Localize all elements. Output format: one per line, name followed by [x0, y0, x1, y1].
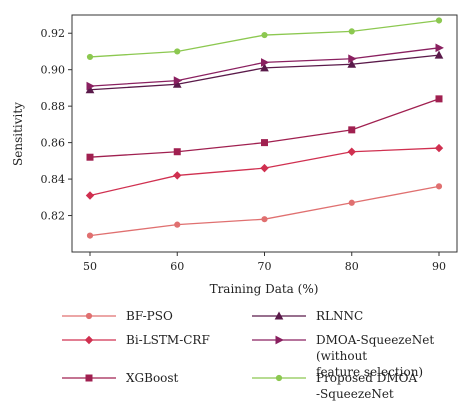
x-tick-label: 70 [258, 260, 272, 273]
legend-label: XGBoost [126, 371, 179, 385]
data-point [434, 50, 444, 59]
x-axis: 50 60 70 80 90 [83, 252, 446, 273]
legend-label: BF-PSO [126, 309, 173, 323]
series-layer [85, 17, 444, 239]
y-tick-label: 0.90 [41, 64, 66, 77]
data-point [86, 81, 95, 91]
x-tick-label: 80 [345, 260, 359, 273]
data-point [435, 43, 444, 53]
legend-label: Bi-LSTM-CRF [126, 333, 210, 347]
data-point [173, 148, 181, 156]
data-point [435, 95, 443, 103]
data-point [435, 183, 443, 190]
legend-item: BF-PSO [60, 308, 173, 324]
legend-swatch [252, 311, 306, 320]
data-point [347, 59, 357, 68]
data-point [86, 53, 94, 61]
y-tick-label: 0.82 [41, 210, 66, 223]
x-tick-label: 60 [170, 260, 184, 273]
data-point [86, 232, 94, 239]
data-point [434, 143, 444, 153]
data-point [261, 31, 268, 39]
legend-swatch [252, 335, 306, 345]
x-tick-label: 90 [432, 260, 446, 273]
legend-label: Proposed DMOA -SqueezeNet [316, 371, 418, 401]
y-axis: 0.82 0.84 0.86 0.88 0.90 0.92 [41, 27, 72, 223]
data-point [348, 126, 356, 134]
line-chart: 0.82 0.84 0.86 0.88 0.90 0.92 50 60 70 80 90 Trai… [11, 14, 458, 296]
data-point [85, 191, 95, 200]
legend-marker [275, 335, 284, 345]
legend-swatch [62, 335, 116, 345]
legend-marker [274, 311, 284, 320]
data-point [348, 199, 355, 206]
y-tick-label: 0.92 [41, 27, 66, 40]
data-point [173, 171, 182, 180]
legend-swatch [252, 374, 306, 382]
legend-marker [85, 312, 93, 320]
legend-marker [84, 335, 94, 345]
data-point [435, 17, 443, 24]
legend: BF-PSO Bi-LSTM-CRF XGBoost RLNNC DMOA-Squeez… [60, 300, 470, 415]
series-line [89, 98, 440, 158]
legend-marker [275, 374, 283, 382]
data-point [260, 163, 269, 173]
data-point [261, 216, 268, 223]
data-point [86, 153, 94, 161]
legend-item: Proposed DMOA -SqueezeNet [250, 370, 417, 402]
data-point [348, 54, 357, 64]
legend-item: RLNNC [250, 308, 363, 324]
legend-item: Bi-LSTM-CRF [60, 332, 210, 348]
y-tick-label: 0.88 [41, 100, 66, 113]
legend-swatch [62, 374, 116, 382]
series-4 [86, 43, 444, 91]
series-5 [86, 17, 443, 61]
series-3 [85, 50, 444, 94]
data-point [261, 58, 270, 67]
legend-label: RLNNC [316, 309, 364, 323]
series-0 [86, 183, 443, 239]
data-point [348, 28, 355, 35]
y-tick-label: 0.86 [41, 137, 66, 150]
series-1 [85, 143, 444, 200]
series-2 [86, 95, 443, 161]
data-point [261, 139, 268, 147]
data-point [174, 221, 181, 228]
legend-item: DMOA-SqueezeNet (without feature selecti… [250, 332, 470, 380]
data-point [173, 76, 183, 85]
legend-marker [85, 374, 93, 382]
y-tick-label: 0.84 [41, 173, 66, 186]
y-axis-title: Sensitivity [11, 102, 25, 166]
data-point [347, 147, 356, 156]
legend-item: XGBoost [60, 370, 178, 386]
x-axis-title: Training Data (%) [210, 282, 319, 296]
legend-label: DMOA-SqueezeNet (without feature selecti… [316, 333, 435, 379]
series-line [89, 185, 440, 237]
series-line [89, 19, 440, 58]
data-point [260, 63, 269, 72]
legend-swatch [62, 312, 116, 320]
x-tick-label: 50 [83, 260, 97, 273]
data-point [174, 48, 181, 55]
